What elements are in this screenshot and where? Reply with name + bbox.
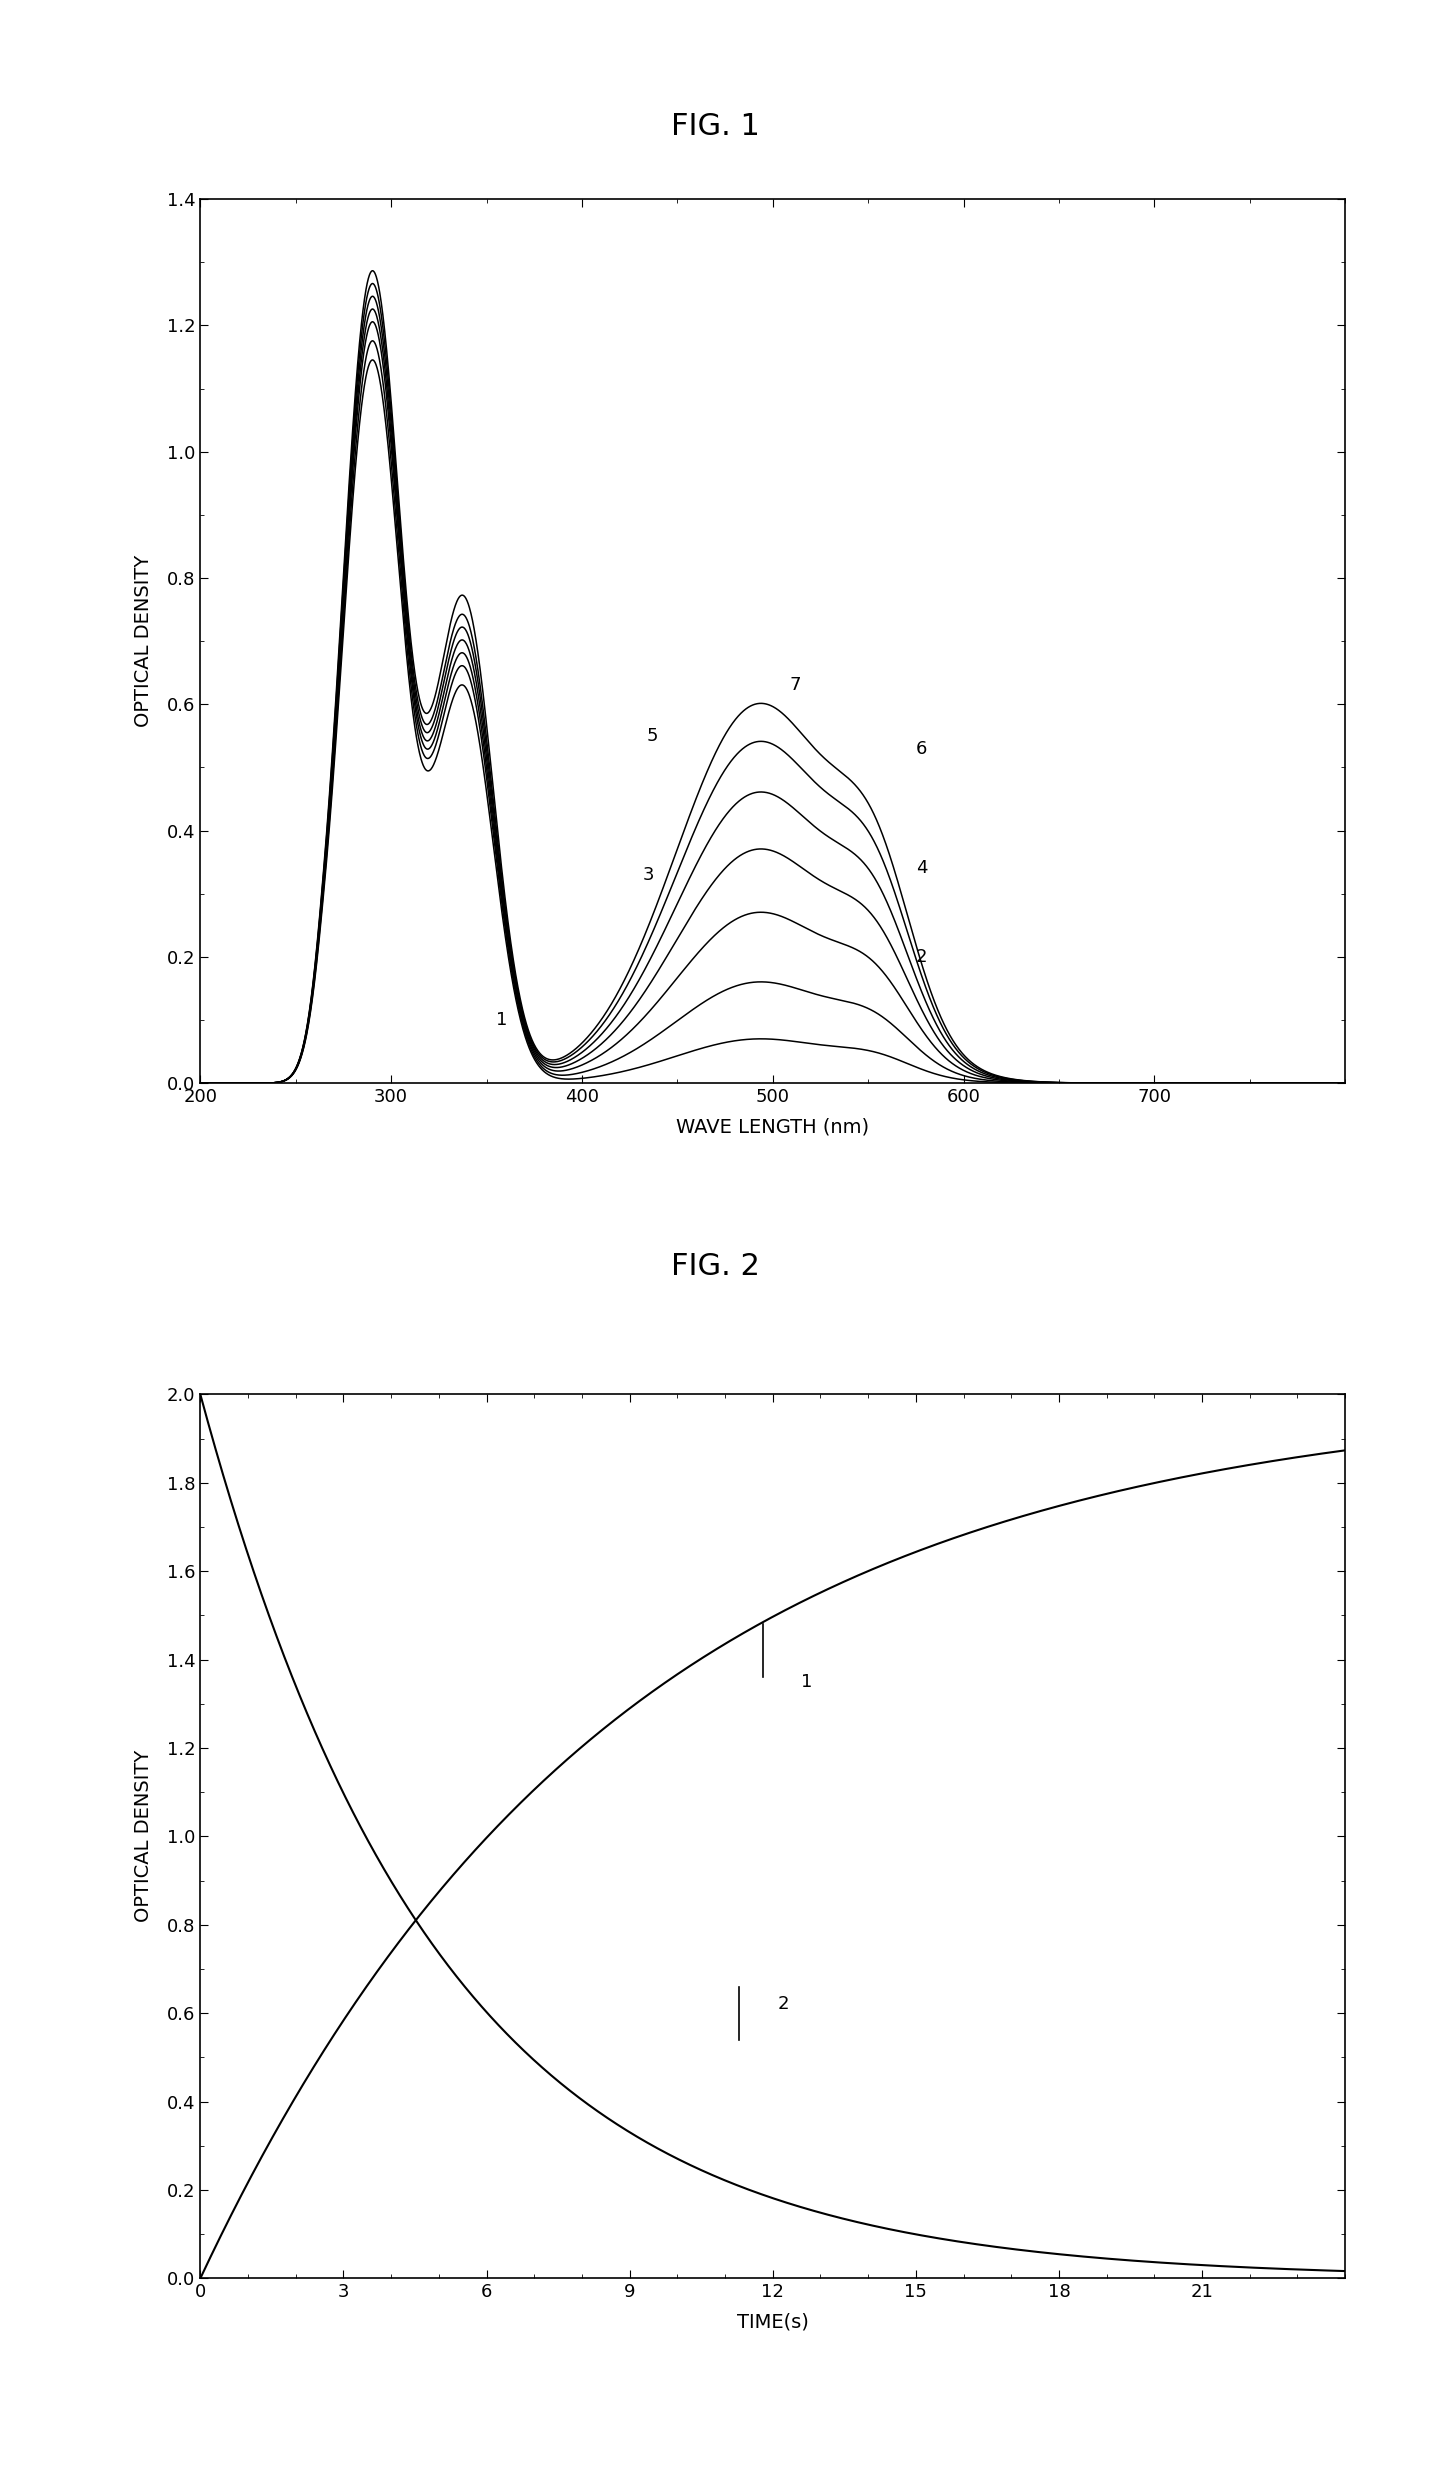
Text: FIG. 1: FIG. 1: [671, 112, 760, 142]
Text: 2: 2: [916, 949, 927, 966]
Text: 3: 3: [643, 867, 654, 884]
Y-axis label: OPTICAL DENSITY: OPTICAL DENSITY: [135, 555, 153, 727]
Text: 2: 2: [777, 1994, 788, 2014]
Text: 1: 1: [497, 1011, 508, 1028]
Text: FIG. 2: FIG. 2: [671, 1252, 760, 1282]
X-axis label: WAVE LENGTH (nm): WAVE LENGTH (nm): [677, 1118, 869, 1135]
Text: 6: 6: [916, 740, 927, 757]
Text: 4: 4: [916, 859, 927, 876]
Text: 7: 7: [790, 677, 801, 695]
Y-axis label: OPTICAL DENSITY: OPTICAL DENSITY: [135, 1750, 153, 1922]
Text: 1: 1: [801, 1673, 813, 1691]
X-axis label: TIME(s): TIME(s): [737, 2313, 809, 2331]
Text: 5: 5: [647, 727, 658, 745]
